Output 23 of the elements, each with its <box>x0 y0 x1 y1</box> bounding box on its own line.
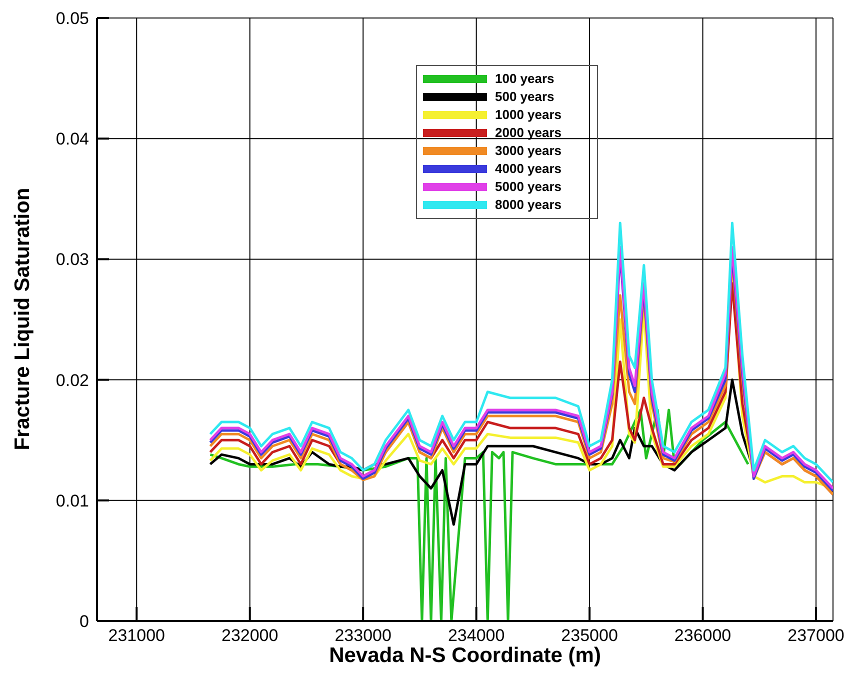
x-tick-label: 237000 <box>788 626 844 646</box>
x-tick-label: 234000 <box>448 626 505 646</box>
legend-label: 2000 years <box>495 125 562 140</box>
x-tick-label: 231000 <box>108 626 165 646</box>
x-tick-label: 236000 <box>674 626 732 646</box>
x-axis-title: Nevada N-S Coordinate (m) <box>328 644 602 668</box>
y-tick-label: 0 <box>80 612 89 632</box>
y-tick-label: 0.03 <box>56 250 89 270</box>
legend-label: 1000 years <box>495 107 562 122</box>
y-tick-label: 0.02 <box>56 370 89 390</box>
x-tick-label: 235000 <box>561 626 618 646</box>
x-tick-label: 232000 <box>221 626 278 646</box>
y-axis-title: Fracture Liquid Saturation <box>10 188 35 450</box>
legend-label: 5000 years <box>495 179 562 194</box>
y-tick-label: 0.05 <box>56 9 89 28</box>
y-tick-label: 0.01 <box>56 491 89 510</box>
legend-label: 100 years <box>495 71 554 86</box>
legend-label: 500 years <box>495 89 554 104</box>
legend-label: 4000 years <box>495 161 562 176</box>
x-tick-label: 233000 <box>334 626 392 646</box>
legend-label: 3000 years <box>495 143 562 158</box>
y-tick-label: 0.04 <box>56 130 89 149</box>
legend-label: 8000 years <box>495 197 562 212</box>
